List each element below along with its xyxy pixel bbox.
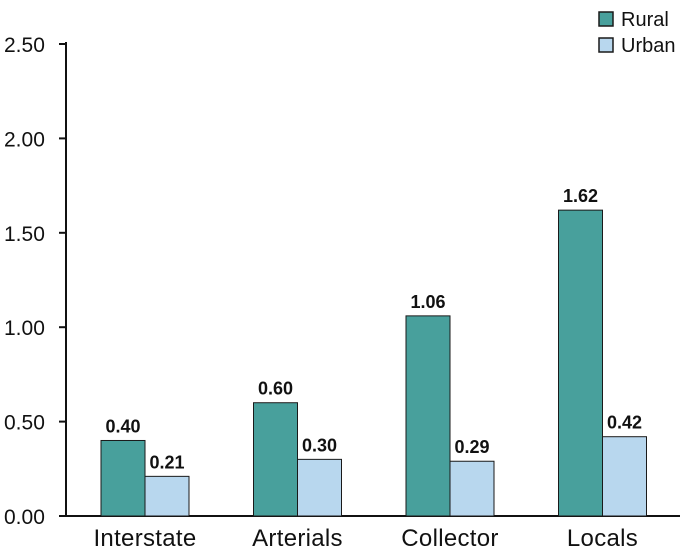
bar-rural — [405, 315, 451, 517]
y-tick-label: 0.50 — [4, 412, 45, 435]
bars — [100, 209, 647, 517]
bar-urban — [449, 460, 495, 517]
bar-value-label: 0.30 — [302, 435, 337, 455]
x-category-label: Interstate — [93, 525, 196, 552]
bar-urban — [602, 436, 647, 517]
bar-rural — [558, 209, 603, 517]
y-tick-label: 2.00 — [4, 128, 45, 151]
bar-urban — [144, 475, 190, 517]
y-tick-label: 2.50 — [4, 34, 45, 57]
bar-value-label: 0.60 — [258, 379, 293, 399]
bar-value-label: 1.62 — [563, 186, 598, 206]
y-tick-label: 1.00 — [4, 317, 45, 340]
y-axis: 0.00 0.50 1.00 1.50 2.00 2.50 — [4, 34, 67, 529]
bar-rural — [100, 439, 146, 517]
bar-value-label: 0.40 — [105, 416, 140, 436]
legend-swatch-urban — [598, 37, 614, 53]
bar-value-label: 0.42 — [607, 413, 642, 433]
x-category-label: Collector — [401, 525, 498, 552]
y-tick-label: 1.50 — [4, 223, 45, 246]
bar-value-label: 0.21 — [149, 452, 184, 472]
x-category-label: Arterials — [252, 525, 343, 552]
legend-label-urban: Urban — [621, 35, 675, 57]
bar-urban — [297, 458, 342, 517]
y-tick-label: 0.00 — [4, 506, 45, 529]
bar-rural — [253, 402, 298, 517]
x-category-label: Locals — [567, 525, 638, 552]
legend-swatch-rural — [598, 11, 614, 27]
value-labels: 0.40 0.60 1.06 1.62 0.21 0.30 0.29 0.42 — [105, 186, 642, 472]
bar-value-label: 1.06 — [410, 292, 445, 312]
x-axis: Interstate Arterials Collector Locals — [59, 515, 680, 552]
legend-label-rural: Rural — [621, 9, 669, 31]
legend: Rural Urban — [598, 9, 675, 57]
bar-value-label: 0.29 — [454, 437, 489, 457]
